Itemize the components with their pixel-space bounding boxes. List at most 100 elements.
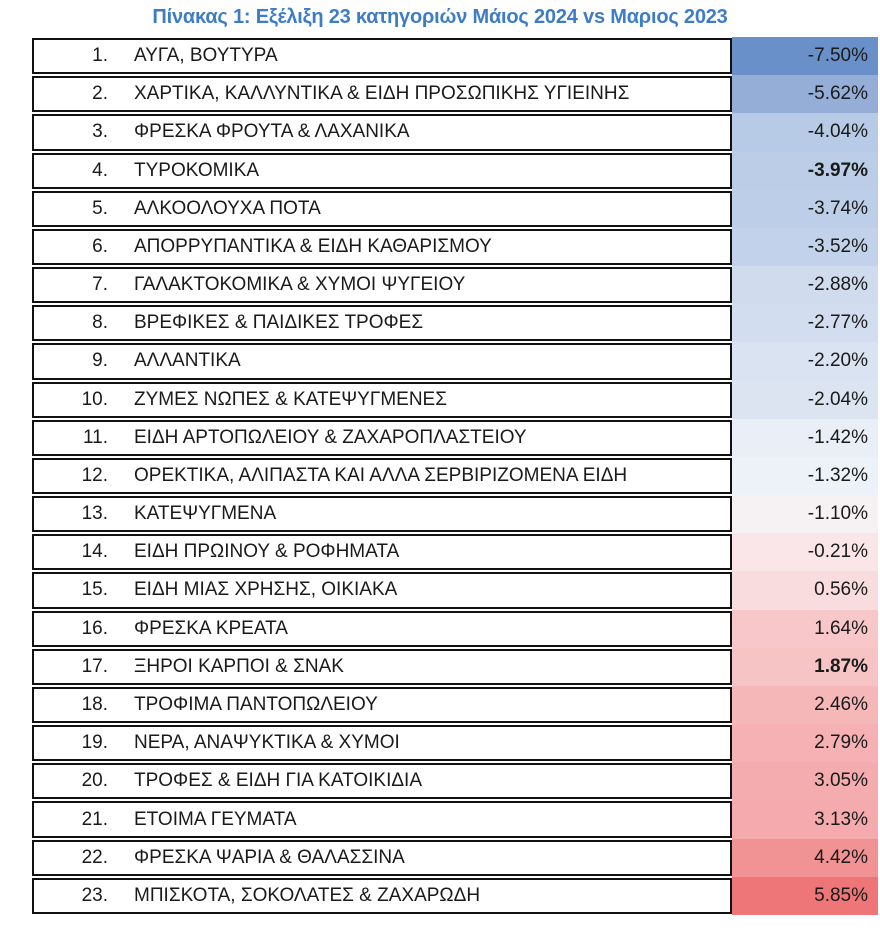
category-rank: 11. — [82, 426, 108, 448]
category-label: ΕΤΟΙΜΑ ΓΕΥΜΑΤΑ — [134, 808, 297, 830]
category-value: -2.04% — [732, 380, 878, 419]
category-rank: 21. — [81, 808, 108, 830]
table-row-18: 18. ΤΡΟΦΙΜΑ ΠΑΝΤΟΠΩΛΕΙΟΥ 2.46% — [32, 685, 878, 725]
table-row-3: 3. ΦΡΕΣΚΑ ΦΡΟΥΤΑ & ΛΑΧΑΝΙΚΑ -4.04% — [32, 113, 878, 152]
table-row-9: 9. ΑΛΛΑΝΤΙΚΑ -2.20% — [32, 342, 878, 381]
category-value: 1.87% — [732, 647, 878, 686]
category-cell: 1. ΑΥΓΑ, ΒΟΥΤΥΡΑ — [32, 38, 732, 75]
category-rank: 12. — [81, 464, 108, 486]
category-value: -3.74% — [732, 189, 878, 228]
category-value: 1.64% — [732, 609, 878, 648]
category-value: -3.52% — [732, 227, 878, 267]
page-title: Πίνακας 1: Εξέλιξη 23 κατηγοριών Μάιος 2… — [152, 6, 728, 28]
category-label: ΞΗΡΟΙ ΚΑΡΠΟΙ & ΣΝΑΚ — [134, 655, 344, 677]
category-label: ΧΑΡΤΙΚΑ, ΚΑΛΛΥΝΤΙΚΑ & ΕΙΔΗ ΠΡΟΣΩΠΙΚΗΣ ΥΓ… — [134, 83, 630, 105]
category-value: 4.42% — [732, 838, 878, 877]
category-cell: 21. ΕΤΟΙΜΑ ΓΕΥΜΑΤΑ — [32, 801, 732, 838]
category-cell: 19. ΝΕΡΑ, ΑΝΑΨΥΚΤΙΚΑ & ΧΥΜΟΙ — [32, 725, 732, 762]
category-rank: 15. — [81, 579, 108, 601]
table-row-17: 17. ΞΗΡΟΙ ΚΑΡΠΟΙ & ΣΝΑΚ 1.87% — [32, 647, 878, 686]
table-row-19: 19. ΝΕΡΑ, ΑΝΑΨΥΚΤΙΚΑ & ΧΥΜΟΙ 2.79% — [32, 724, 878, 763]
category-value: 2.46% — [732, 685, 878, 725]
category-cell: 13. ΚΑΤΕΨΥΓΜΕΝΑ — [32, 496, 732, 533]
category-label: ΒΡΕΦΙΚΕΣ & ΠΑΙΔΙΚΕΣ ΤΡΟΦΕΣ — [134, 312, 424, 334]
table-row-20: 20. ΤΡΟΦΕΣ & ΕΙΔΗ ΓΙΑ ΚΑΤΟΙΚΙΔΙΑ 3.05% — [32, 762, 878, 801]
category-value: 3.13% — [732, 800, 878, 839]
category-value: -4.04% — [732, 113, 878, 152]
category-label: ΤΥΡΟΚΟΜΙΚΑ — [134, 159, 260, 181]
category-rank: 10. — [81, 388, 108, 410]
category-value: -5.62% — [732, 75, 878, 114]
category-cell: 18. ΤΡΟΦΙΜΑ ΠΑΝΤΟΠΩΛΕΙΟΥ — [32, 686, 732, 724]
table-row-4: 4. ΤΥΡΟΚΟΜΙΚΑ -3.97% — [32, 151, 878, 190]
table-row-5: 5. ΑΛΚΟΟΛΟΥΧΑ ΠΟΤΑ -3.74% — [32, 189, 878, 228]
category-value: -2.20% — [732, 342, 878, 381]
table-row-14: 14. ΕΙΔΗ ΠΡΩΙΝΟΥ & ΡΟΦΗΜΑΤΑ -0.21% — [32, 533, 878, 572]
category-value: -1.32% — [732, 456, 878, 496]
category-cell: 14. ΕΙΔΗ ΠΡΩΙΝΟΥ & ΡΟΦΗΜΑΤΑ — [32, 534, 732, 571]
category-cell: 2. ΧΑΡΤΙΚΑ, ΚΑΛΛΥΝΤΙΚΑ & ΕΙΔΗ ΠΡΟΣΩΠΙΚΗΣ… — [32, 76, 732, 113]
category-value: -3.97% — [732, 151, 878, 190]
category-rank: 19. — [81, 732, 108, 754]
table-row-13: 13. ΚΑΤΕΨΥΓΜΕΝΑ -1.10% — [32, 495, 878, 534]
table-row-1: 1. ΑΥΓΑ, ΒΟΥΤΥΡΑ -7.50% — [32, 37, 878, 76]
category-rank: 16. — [81, 617, 108, 639]
table-row-8: 8. ΒΡΕΦΙΚΕΣ & ΠΑΙΔΙΚΕΣ ΤΡΟΦΕΣ -2.77% — [32, 304, 878, 343]
category-label: ΚΑΤΕΨΥΓΜΕΝΑ — [134, 503, 277, 525]
category-rank: 1. — [92, 45, 108, 67]
category-value: -1.10% — [732, 495, 878, 534]
category-rank: 22. — [81, 846, 108, 868]
category-label: ΕΙΔΗ ΠΡΩΙΝΟΥ & ΡΟΦΗΜΑΤΑ — [134, 541, 400, 563]
category-rank: 13. — [81, 503, 108, 525]
category-label: ΑΛΚΟΟΛΟΥΧΑ ΠΟΤΑ — [134, 197, 321, 219]
table-row-11: 11. ΕΙΔΗ ΑΡΤΟΠΩΛΕΙΟΥ & ΖΑΧΑΡΟΠΛΑΣΤΕΙΟΥ -… — [32, 418, 878, 457]
category-cell: 11. ΕΙΔΗ ΑΡΤΟΠΩΛΕΙΟΥ & ΖΑΧΑΡΟΠΛΑΣΤΕΙΟΥ — [32, 419, 732, 456]
table-row-21: 21. ΕΤΟΙΜΑ ΓΕΥΜΑΤΑ 3.13% — [32, 800, 878, 839]
category-cell: 12. ΟΡΕΚΤΙΚΑ, ΑΛΙΠΑΣΤΑ ΚΑΙ ΑΛΛΑ ΣΕΡΒΙΡΙΖ… — [32, 457, 732, 495]
category-value: -2.77% — [732, 304, 878, 343]
table-row-16: 16. ΦΡΕΣΚΑ ΚΡΕΑΤΑ 1.64% — [32, 609, 878, 648]
category-cell: 9. ΑΛΛΑΝΤΙΚΑ — [32, 343, 732, 380]
category-rank: 4. — [92, 159, 108, 181]
category-rank: 9. — [92, 350, 108, 372]
table-row-22: 22. ΦΡΕΣΚΑ ΨΑΡΙΑ & ΘΑΛΑΣΣΙΝΑ 4.42% — [32, 838, 878, 877]
category-label: ΕΙΔΗ ΜΙΑΣ ΧΡΗΣΗΣ, ΟΙΚΙΑΚΑ — [134, 579, 398, 601]
category-label: ΑΥΓΑ, ΒΟΥΤΥΡΑ — [134, 45, 278, 67]
table-row-12: 12. ΟΡΕΚΤΙΚΑ, ΑΛΙΠΑΣΤΑ ΚΑΙ ΑΛΛΑ ΣΕΡΒΙΡΙΖ… — [32, 456, 878, 496]
category-label: ΕΙΔΗ ΑΡΤΟΠΩΛΕΙΟΥ & ΖΑΧΑΡΟΠΛΑΣΤΕΙΟΥ — [134, 426, 527, 448]
category-rank: 5. — [92, 197, 108, 219]
category-label: ΤΡΟΦΙΜΑ ΠΑΝΤΟΠΩΛΕΙΟΥ — [134, 694, 378, 715]
category-cell: 10. ΖΥΜΕΣ ΝΩΠΕΣ & ΚΑΤΕΨΥΓΜΕΝΕΣ — [32, 381, 732, 418]
category-cell: 22. ΦΡΕΣΚΑ ΨΑΡΙΑ & ΘΑΛΑΣΣΙΝΑ — [32, 839, 732, 876]
category-rank: 17. — [81, 655, 108, 677]
category-label: ΤΡΟΦΕΣ & ΕΙΔΗ ΓΙΑ ΚΑΤΟΙΚΙΔΙΑ — [134, 770, 423, 792]
category-rank: 14. — [81, 541, 108, 563]
table-row-6: 6. ΑΠΟΡΡΥΠΑΝΤΙΚΑ & ΕΙΔΗ ΚΑΘΑΡΙΣΜΟΥ -3.52… — [32, 227, 878, 267]
category-label: ΑΠΟΡΡΥΠΑΝΤΙΚΑ & ΕΙΔΗ ΚΑΘΑΡΙΣΜΟΥ — [134, 235, 492, 257]
category-cell: 17. ΞΗΡΟΙ ΚΑΡΠΟΙ & ΣΝΑΚ — [32, 648, 732, 685]
table-row-23: 23. ΜΠΙΣΚΟΤΑ, ΣΟΚΟΛΑΤΕΣ & ΖΑΧΑΡΩΔΗ 5.85% — [32, 876, 878, 915]
category-rank: 6. — [92, 235, 108, 257]
category-cell: 8. ΒΡΕΦΙΚΕΣ & ΠΑΙΔΙΚΕΣ ΤΡΟΦΕΣ — [32, 305, 732, 342]
category-value: -1.42% — [732, 418, 878, 457]
table-row-15: 15. ΕΙΔΗ ΜΙΑΣ ΧΡΗΣΗΣ, ΟΙΚΙΑΚΑ 0.56% — [32, 571, 878, 610]
category-cell: 3. ΦΡΕΣΚΑ ΦΡΟΥΤΑ & ΛΑΧΑΝΙΚΑ — [32, 114, 732, 151]
category-value: 0.56% — [732, 571, 878, 610]
category-rank: 23. — [81, 884, 108, 906]
category-value: 2.79% — [732, 724, 878, 763]
category-cell: 5. ΑΛΚΟΟΛΟΥΧΑ ΠΟΤΑ — [32, 190, 732, 227]
category-label: ΜΠΙΣΚΟΤΑ, ΣΟΚΟΛΑΤΕΣ & ΖΑΧΑΡΩΔΗ — [134, 884, 481, 906]
category-cell: 15. ΕΙΔΗ ΜΙΑΣ ΧΡΗΣΗΣ, ΟΙΚΙΑΚΑ — [32, 572, 732, 609]
category-cell: 6. ΑΠΟΡΡΥΠΑΝΤΙΚΑ & ΕΙΔΗ ΚΑΘΑΡΙΣΜΟΥ — [32, 228, 732, 266]
table-row-10: 10. ΖΥΜΕΣ ΝΩΠΕΣ & ΚΑΤΕΨΥΓΜΕΝΕΣ -2.04% — [32, 380, 878, 419]
category-label: ΓΑΛΑΚΤΟΚΟΜΙΚΑ & ΧΥΜΟΙ ΨΥΓΕΙΟΥ — [134, 274, 466, 296]
category-cell: 16. ΦΡΕΣΚΑ ΚΡΕΑΤΑ — [32, 610, 732, 647]
category-value: -7.50% — [732, 37, 878, 76]
category-rank: 7. — [92, 274, 108, 296]
category-rank: 18. — [81, 694, 108, 715]
category-label: ΑΛΛΑΝΤΙΚΑ — [134, 350, 241, 372]
category-rank: 8. — [92, 312, 108, 334]
category-value: 3.05% — [732, 762, 878, 801]
category-rank: 2. — [92, 83, 108, 105]
